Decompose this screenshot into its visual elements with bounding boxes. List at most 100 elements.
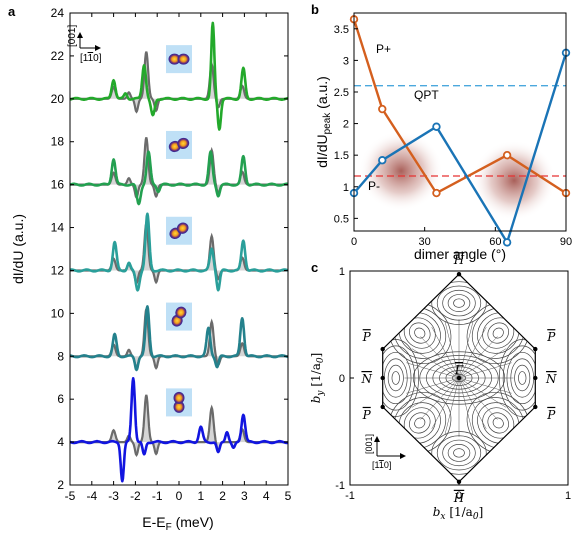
symmetry-point-label-N: N xyxy=(545,372,557,386)
contour-pocket-2 xyxy=(471,397,525,449)
contour-pocket-2 xyxy=(487,412,509,434)
reference-lines xyxy=(354,85,566,177)
contour-ray xyxy=(406,377,460,394)
y-tick-label: 0.5 xyxy=(334,213,349,225)
contour-pocket-3 xyxy=(409,412,431,434)
x-tick-label: 4 xyxy=(263,489,270,503)
dimer-lobe-right xyxy=(175,306,187,319)
symmetry-point-label-P: P xyxy=(362,408,372,422)
contour-left xyxy=(383,358,408,398)
x-tick-label: 0 xyxy=(351,236,357,248)
dimer-shape xyxy=(171,306,187,327)
contour-bottom xyxy=(436,435,482,471)
contour-ray xyxy=(458,377,487,430)
y-tick-label: 20 xyxy=(51,92,65,106)
x-tick-label: -5 xyxy=(65,489,76,503)
axis-label-1-10: [110] xyxy=(80,53,102,64)
dimer-shape xyxy=(173,391,185,413)
contour-ray xyxy=(420,377,460,420)
crystal-axes-inset-a: [001] [110] xyxy=(67,25,102,64)
contour-top xyxy=(431,281,487,325)
contour-left xyxy=(391,371,400,385)
spectrum-curve-1 xyxy=(69,150,289,206)
contour-bottom xyxy=(447,443,471,462)
contour-top xyxy=(447,294,471,313)
annotation-qpt: QPT xyxy=(414,88,439,102)
y-tick-label: 1 xyxy=(343,182,349,194)
dimer-inset-0 xyxy=(166,45,192,74)
dimer-lobe-left xyxy=(168,53,181,65)
y-tick-label: -1 xyxy=(335,480,345,492)
x-tick-label: 90 xyxy=(560,236,572,248)
symmetry-point-dot-5 xyxy=(380,404,385,410)
contour-pocket-1 xyxy=(414,327,426,339)
spectrum-curve-0 xyxy=(69,21,289,131)
x-tick-label: -2 xyxy=(130,489,141,503)
panel-label-b: b xyxy=(311,2,319,17)
x-tick-label: 60 xyxy=(489,236,501,248)
panel-label-a: a xyxy=(8,4,16,19)
y-tick-label: 4 xyxy=(57,435,64,449)
panel-c-brillouin-zone: H H P P P P N N Γ -1 0 1 -1 0 1 by [1/a0] bx [1/a0] [… xyxy=(309,253,571,522)
contour-ray xyxy=(444,377,460,435)
panel-c-ticks: -1 0 1 -1 0 1 xyxy=(335,266,571,502)
high-symmetry-points: H H P P P P N N Γ xyxy=(360,253,557,505)
annotation-p-minus: P- xyxy=(368,179,380,193)
x-tick-label: 0 xyxy=(176,489,183,503)
axis-label-001: [001] xyxy=(67,25,78,47)
series-point-0-2 xyxy=(432,188,441,198)
contour-ray xyxy=(458,336,498,379)
dimer-inset-1 xyxy=(166,130,192,159)
contour-ray xyxy=(458,362,512,379)
contour-bottom xyxy=(431,431,487,475)
y-tick-label: 22 xyxy=(51,49,65,63)
spectrum-curve-4 xyxy=(69,377,289,483)
x-tick-label: -4 xyxy=(86,489,97,503)
dimer-lobe-left xyxy=(173,400,185,413)
contour-ray xyxy=(458,377,512,394)
peak-series xyxy=(349,15,571,247)
contour-ray xyxy=(406,362,460,379)
symmetry-point-label-H: H xyxy=(453,491,465,505)
contour-bottom xyxy=(453,448,465,458)
panel-b-xlabel: dimer angle (°) xyxy=(414,246,506,262)
contour-pocket-3 xyxy=(393,397,447,449)
contour-pocket-1 xyxy=(388,302,452,364)
y-tick-label: 14 xyxy=(51,221,65,235)
y-tick-label: 2.5 xyxy=(334,87,349,99)
y-tick-label: 8 xyxy=(57,349,64,363)
x-tick-label: 1 xyxy=(565,490,571,502)
y-tick-label: 3 xyxy=(343,55,349,67)
dimer-lobe-right xyxy=(173,391,185,404)
contour-pocket-1 xyxy=(409,322,431,344)
contour-ray xyxy=(431,377,460,430)
y-tick-label: 1.5 xyxy=(334,150,349,162)
y-tick-label: 3.5 xyxy=(334,24,349,36)
x-tick-label: 0 xyxy=(456,490,462,502)
series-point-1-2 xyxy=(432,122,441,131)
contour-top xyxy=(442,289,476,317)
contour-pocket-0 xyxy=(471,307,525,359)
contour-ray xyxy=(458,377,498,420)
series-point-0-3 xyxy=(502,150,512,160)
spectra-curves xyxy=(69,21,289,483)
highlight-blob-1 xyxy=(472,140,557,221)
panel-c-xlabel: bx [1/a0] xyxy=(433,505,484,522)
contour-pocket-3 xyxy=(414,417,426,429)
contour-bottom xyxy=(442,439,476,467)
x-tick-label: 3 xyxy=(241,489,248,503)
dimer-insets xyxy=(166,45,192,417)
contour-pocket-0 xyxy=(466,302,530,364)
contour-ray xyxy=(420,336,460,379)
y-tick-label: 10 xyxy=(51,306,65,320)
fermi-contours xyxy=(382,281,536,475)
symmetry-point-dot-4 xyxy=(533,404,538,410)
symmetry-point-label-P: P xyxy=(546,330,556,344)
y-tick-label: 24 xyxy=(51,6,65,20)
contour-ray xyxy=(458,321,474,379)
contour-pocket-0 xyxy=(487,322,509,344)
panel-label-c: c xyxy=(311,260,318,275)
symmetry-point-dot-6 xyxy=(533,375,538,381)
contour-pocket-2 xyxy=(466,392,530,454)
